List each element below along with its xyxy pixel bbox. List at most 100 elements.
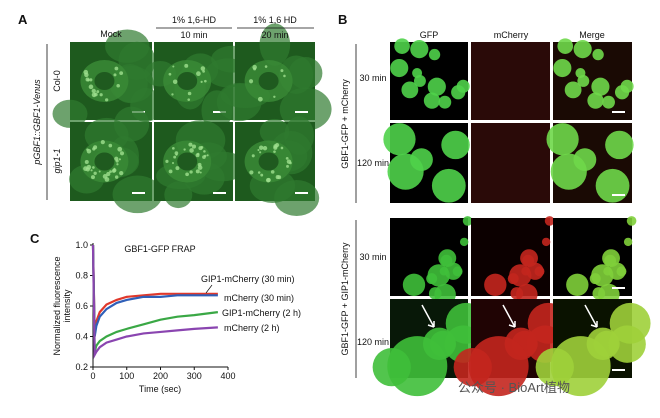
y-tick-label: 0.2 (75, 362, 88, 372)
series-line (91, 244, 218, 334)
nucleus (177, 72, 198, 90)
puncta (88, 84, 94, 90)
puncta (85, 77, 90, 82)
puncta (191, 144, 197, 149)
puncta (184, 63, 189, 68)
y-axis-label: Normalized fluorescence (52, 256, 62, 355)
row-label: 30 min (359, 252, 386, 262)
droplet (626, 216, 637, 226)
puncta (114, 175, 119, 179)
watermark: 公众号 · BioArt植物 (458, 380, 570, 395)
arrow (421, 304, 435, 328)
droplet (573, 40, 592, 59)
series-label: GIP1-mCherry (30 min) (201, 274, 295, 284)
puncta (90, 169, 93, 172)
droplet (623, 237, 633, 247)
puncta (195, 169, 200, 174)
panel-label: A (18, 12, 28, 27)
droplet (575, 68, 586, 79)
puncta (202, 155, 206, 159)
puncta (119, 170, 124, 176)
droplet (439, 266, 449, 276)
y-axis-label: intensity (62, 289, 72, 323)
droplet (423, 92, 441, 109)
row-label: 120 min (357, 337, 389, 347)
micrograph (471, 123, 550, 203)
puncta (249, 170, 254, 175)
droplet (444, 262, 462, 280)
droplet (441, 130, 470, 160)
puncta (175, 166, 180, 171)
column-header: 1% 1,6-HD (172, 15, 217, 25)
puncta (171, 93, 174, 96)
row-label: 30 min (359, 73, 386, 83)
column-header: Mock (100, 29, 122, 39)
y-tick-label: 0.4 (75, 332, 88, 342)
micrograph (471, 218, 550, 296)
droplet (553, 58, 572, 78)
puncta (259, 151, 262, 154)
puncta (104, 177, 110, 182)
puncta (90, 175, 95, 180)
droplet (383, 123, 416, 156)
puncta (116, 163, 119, 166)
row-label: 120 min (357, 158, 389, 168)
puncta (273, 150, 276, 153)
panel-label: B (338, 12, 347, 27)
micrograph (553, 218, 632, 296)
puncta (113, 73, 117, 77)
cell (105, 29, 150, 63)
nucleus (94, 72, 115, 90)
x-tick-label: 300 (187, 371, 202, 381)
droplet (603, 266, 613, 276)
droplet (468, 336, 529, 397)
puncta (260, 173, 264, 177)
puncta (285, 156, 289, 160)
nucleus (258, 72, 279, 90)
cell (259, 23, 291, 66)
droplet (546, 123, 579, 156)
droplet (564, 81, 582, 99)
puncta (257, 171, 261, 174)
droplet (550, 153, 587, 190)
puncta (91, 88, 96, 94)
droplet (401, 81, 419, 99)
puncta (99, 93, 103, 97)
puncta (185, 172, 189, 177)
puncta (118, 158, 121, 161)
puncta (171, 161, 175, 165)
series-line (91, 244, 218, 359)
x-axis-label: Time (sec) (139, 384, 181, 394)
puncta (93, 171, 97, 176)
row-label: Col-0 (52, 70, 62, 92)
droplet (427, 77, 446, 96)
cell (274, 179, 320, 217)
puncta (187, 98, 191, 102)
micrograph (390, 218, 468, 296)
puncta (188, 142, 193, 147)
puncta (172, 79, 178, 85)
column-header: 1% 1,6 HD (253, 15, 297, 25)
x-tick-label: 100 (119, 371, 134, 381)
puncta (86, 164, 92, 170)
droplet (591, 77, 610, 96)
puncta (119, 71, 124, 76)
puncta (262, 145, 268, 151)
droplet (592, 48, 604, 61)
puncta (189, 170, 193, 174)
leader-line (205, 284, 213, 294)
puncta (257, 149, 260, 152)
puncta (172, 65, 175, 68)
puncta (109, 170, 112, 173)
series-label: mCherry (30 min) (224, 293, 294, 303)
puncta (106, 171, 111, 177)
x-tick-label: 0 (90, 371, 95, 381)
column-header: mCherry (494, 30, 529, 40)
droplet (521, 266, 531, 276)
puncta (200, 145, 204, 149)
droplet (550, 336, 611, 397)
puncta (251, 154, 255, 158)
droplet (595, 168, 630, 203)
series-label: GIP1-mCherry (2 h) (222, 308, 301, 318)
